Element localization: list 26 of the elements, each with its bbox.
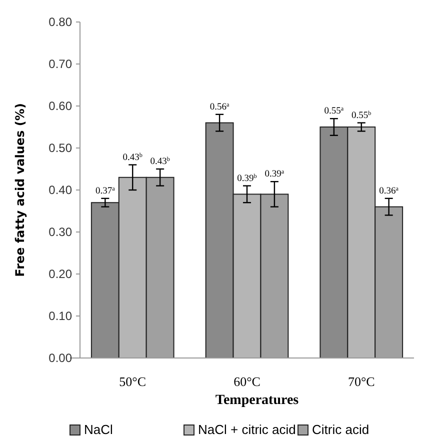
x-tick-label: 60°C <box>234 374 260 389</box>
data-label: 0.56$^{a}$ <box>210 102 230 112</box>
y-axis-title: Free fatty acid values (%) <box>13 103 27 277</box>
data-label: 0.55$^{b}$ <box>352 110 372 121</box>
data-label: 0.37$^{a}$ <box>95 186 116 196</box>
y-tick-label: 0.60 <box>48 99 72 114</box>
data-label: 0.43$^{b}$ <box>122 152 142 163</box>
legend-label: NaCl + citric acid <box>198 422 296 437</box>
y-tick-label: 0.30 <box>48 225 72 240</box>
data-label: 0.55$^{a}$ <box>324 106 344 117</box>
data-label: 0.43$^{b}$ <box>150 156 170 167</box>
y-tick-label: 0.40 <box>48 183 72 198</box>
data-label: 0.39$^{b}$ <box>237 172 257 184</box>
x-tick-label: 50°C <box>119 374 146 389</box>
y-tick-label: 0.20 <box>48 267 72 282</box>
y-tick-label: 0.70 <box>48 57 72 72</box>
data-label: 0.39$^{a}$ <box>264 170 284 180</box>
y-tick-label: 0.00 <box>48 351 72 366</box>
x-tick-label: 70°C <box>348 374 375 389</box>
x-axis-title: Temperatures <box>215 393 300 408</box>
y-tick-label: 0.50 <box>48 141 72 156</box>
y-tick-label: 0.80 <box>48 15 72 30</box>
legend-label: NaCl <box>84 422 114 437</box>
y-tick-label: 0.10 <box>48 309 72 324</box>
legend-label: Citric acid <box>312 422 370 437</box>
data-label: 0.36$^{a}$ <box>379 186 399 196</box>
